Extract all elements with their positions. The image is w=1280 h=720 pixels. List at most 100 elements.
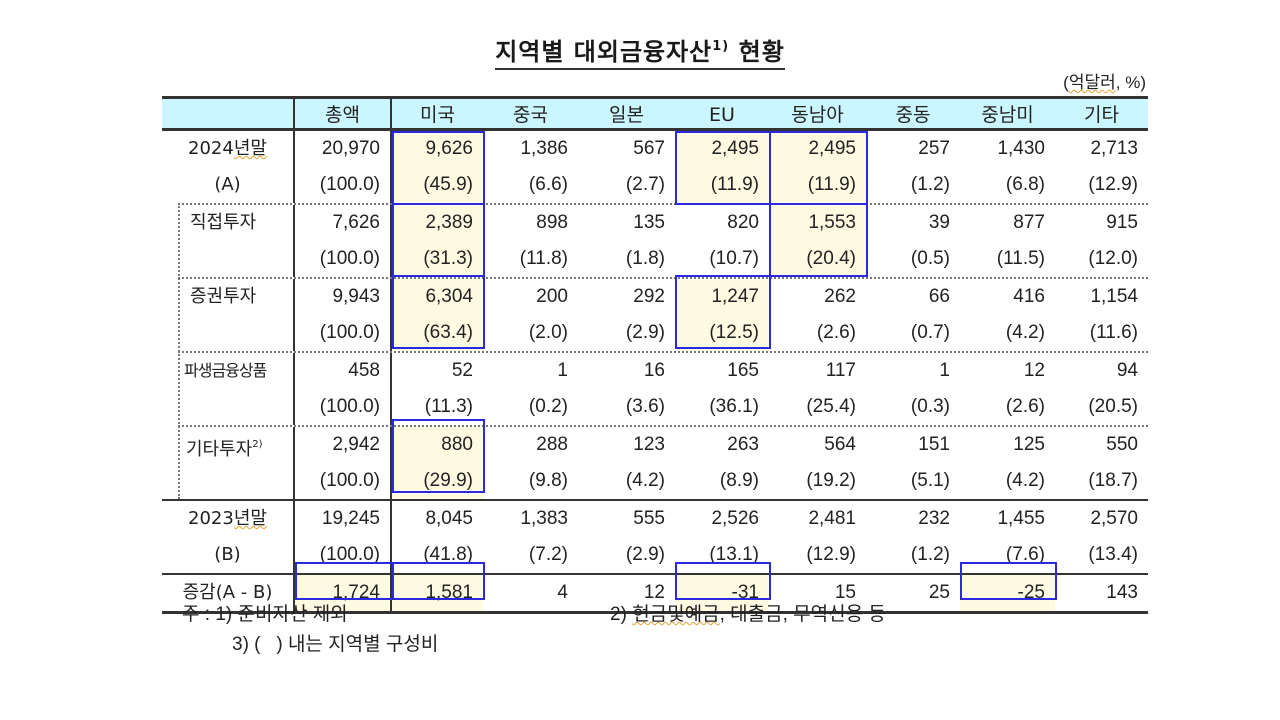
share-cell: (0.7) [910,322,950,343]
row-label: 증권투자 [162,279,295,315]
value-cell: 15 [834,582,856,603]
title-suffix: 현황 [738,38,785,66]
value-cell: 39 [928,212,950,233]
value-cell: 151 [918,434,950,455]
value-cell: 2,526 [711,508,759,529]
share-cell: (100.0) [295,389,392,425]
footnote-1: 주 : 1) 준비자산 제외 [182,604,348,625]
value-cell: 820 [727,212,759,233]
value-cell: 555 [633,508,665,529]
header-cell-japan: 일본 [609,104,644,126]
share-cell: (7.6) [1005,544,1045,565]
value-cell: 1,383 [520,508,568,529]
table-row-2023: 2023년말 19,245 8,045 1,383 555 2,526 2,48… [162,499,1148,573]
value-cell: 8,045 [425,508,473,529]
value-cell: 1,553 [769,205,866,241]
share-cell: (25.4) [806,396,856,417]
share-cell: (11.9) [769,167,866,203]
share-cell: (12.9) [1088,174,1138,195]
value-cell: 416 [1013,286,1045,307]
value-cell: 232 [918,508,950,529]
value-cell: 257 [918,138,950,159]
value-cell: 25 [928,582,950,603]
value-cell: 19,245 [295,501,392,537]
header-cell-middle-east: 중동 [895,104,931,126]
share-cell: (1.8) [625,248,665,269]
header-cell-other: 기타 [1084,104,1119,126]
unit-label: (억달러, %) [1063,73,1146,92]
header-cell-blank [162,99,295,128]
share-cell: (6.6) [528,174,568,195]
share-cell: (2.6) [816,322,856,343]
share-cell: (8.9) [719,470,759,491]
value-cell: 7,626 [295,205,392,241]
share-cell: (4.2) [625,470,665,491]
value-cell: 12 [1023,360,1045,381]
share-cell: (13.1) [709,544,759,565]
share-cell: (19.2) [806,470,856,491]
value-cell: 288 [536,434,568,455]
value-cell: 877 [1013,212,1045,233]
share-cell: (12.5) [675,315,769,351]
share-cell: (11.5) [996,248,1045,269]
row-label: 기타투자2) [162,427,295,463]
share-cell: (1.2) [910,174,950,195]
value-cell: 200 [536,286,568,307]
share-cell: (6.8) [1005,174,1045,195]
value-cell: 66 [928,286,950,307]
share-cell: (41.8) [423,544,473,565]
value-cell: 1 [939,360,950,381]
share-cell: (7.2) [528,544,568,565]
title-footnote-mark: 1) [712,39,730,54]
row-label-sub [162,315,295,351]
share-cell: (2.6) [1005,396,1045,417]
header-cell-southeast-asia: 동남아 [791,104,844,126]
share-cell: (100.0) [295,167,392,203]
share-cell: (4.2) [1005,322,1045,343]
value-cell: 2,481 [808,508,856,529]
unit-wavy: 억달러 [1068,73,1116,92]
value-cell: 1,430 [997,138,1045,159]
value-cell: 6,304 [392,279,483,315]
share-cell: (11.9) [675,167,769,203]
footnote-2: 2) 현금및예금, 대출금, 무역신용 등 [610,604,886,625]
share-cell: (100.0) [295,463,392,499]
value-cell: 52 [451,360,473,381]
value-cell: 550 [1106,434,1138,455]
share-cell: (2.7) [625,174,665,195]
row-label: 2024년말 [162,131,295,167]
share-cell: (11.3) [424,396,473,417]
share-cell: (0.3) [910,396,950,417]
value-cell: 2,713 [1090,138,1138,159]
value-cell: 2,495 [675,131,769,167]
value-cell: 458 [295,353,392,389]
share-cell: (29.9) [392,463,483,499]
header-cell-latin-america: 중남미 [981,104,1034,126]
value-cell: 2,942 [295,427,392,463]
value-cell: -31 [675,575,769,611]
value-cell: 2,570 [1090,508,1138,529]
footnote-3: 3) ( ) 내는 지역별 구성비 [232,634,439,655]
share-cell: (63.4) [392,315,483,351]
share-cell: (11.6) [1089,322,1138,343]
value-cell: 9,626 [392,131,483,167]
share-cell: (12.9) [806,544,856,565]
row-label: 파생금융상품 [162,353,295,389]
share-cell: (9.8) [528,470,568,491]
data-table: 총액 미국 중국 일본 EU 동남아 중동 중남미 기타 2024년말 20,9… [162,96,1148,614]
table-row-direct-investment: 직접투자 7,626 2,389 898 135 820 1,553 39 87… [178,203,1148,277]
table-row-other-investment: 기타투자2) 2,942 880 288 123 263 564 151 125… [178,425,1148,499]
table-row-derivatives: 파생금융상품 458 52 1 16 165 117 1 12 94 (100.… [178,351,1148,425]
value-cell: 9,943 [295,279,392,315]
table-row-change: 증감(A - B) 1,724 1,581 4 12 -31 15 25 -25… [162,573,1148,614]
title-text: 지역별 대외금융자산 [495,38,713,66]
value-cell: 564 [824,434,856,455]
value-cell: 263 [727,434,759,455]
page-title: 지역별 대외금융자산1) 현황 [0,32,1280,70]
value-cell: 1,724 [295,575,392,611]
row-label-sub: (A) [162,167,295,203]
value-cell: 123 [633,434,665,455]
value-cell: 135 [633,212,665,233]
value-cell: 915 [1106,212,1138,233]
value-cell: 1,581 [392,575,483,611]
